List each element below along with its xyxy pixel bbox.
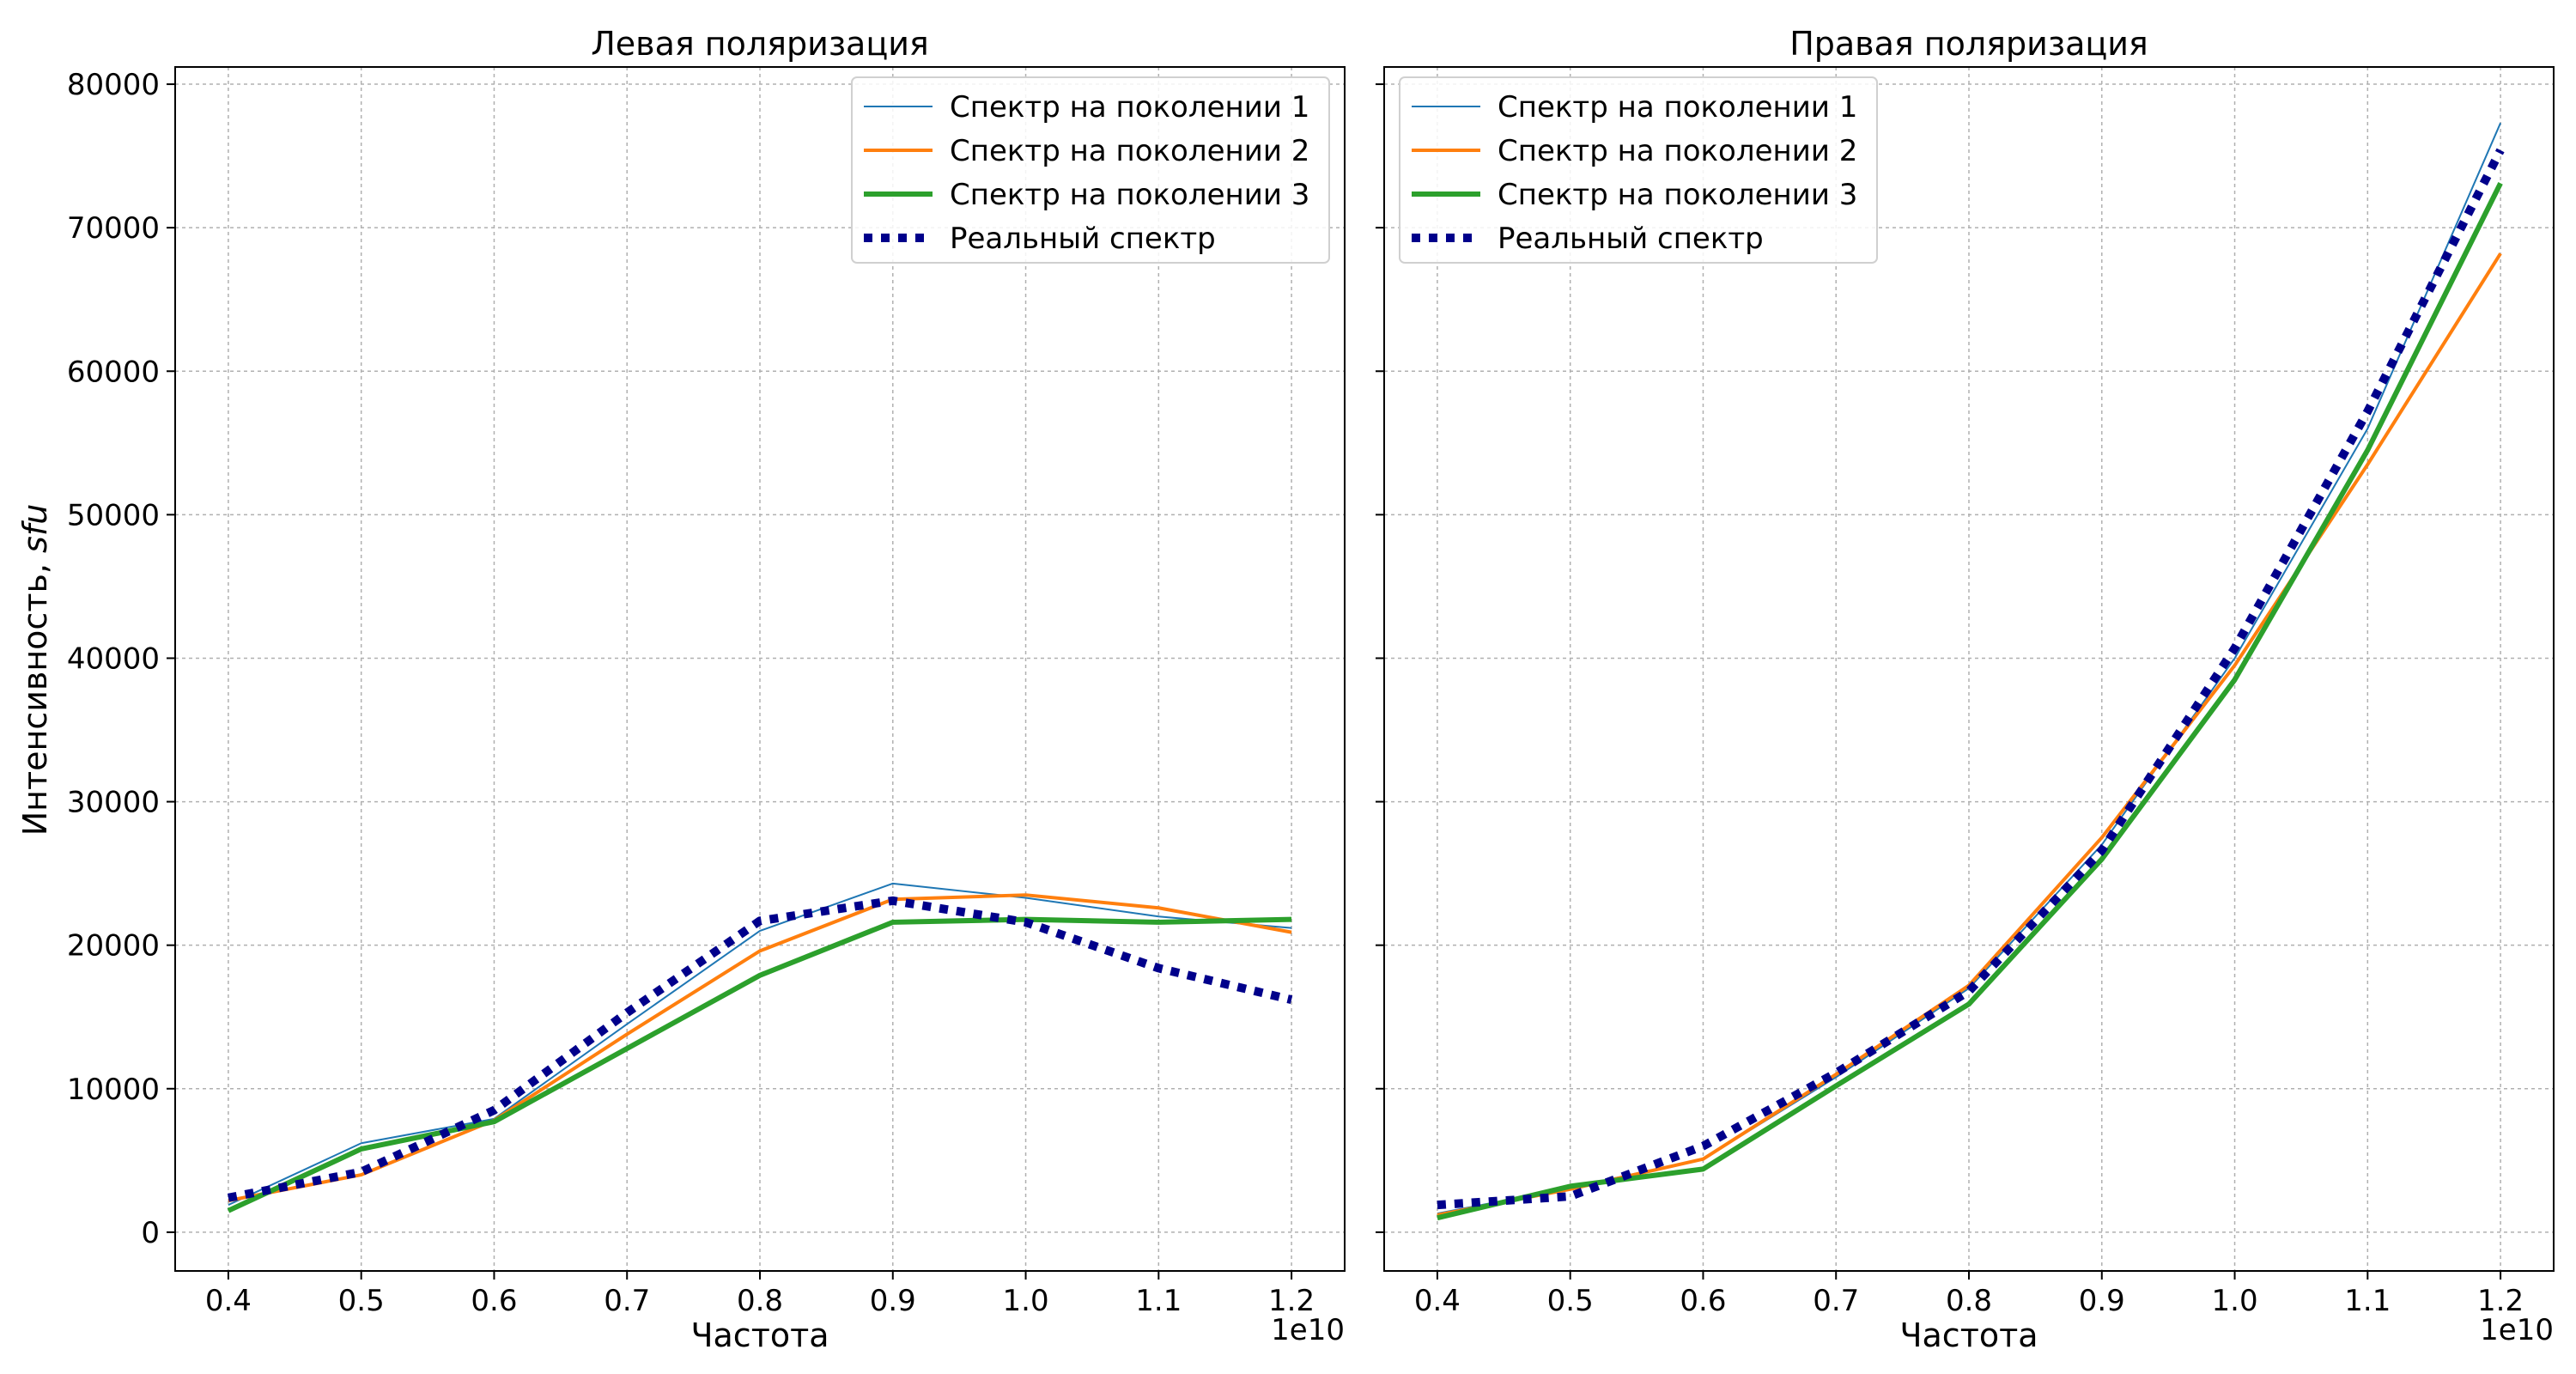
series-group <box>1437 122 2505 1221</box>
x-tick-label: 1.0 <box>1003 1284 1049 1318</box>
legend-label-4: Реальный спектр <box>1498 222 1764 256</box>
y-tick-label: 30000 <box>67 786 160 820</box>
y-axis-label-unit: sfu <box>16 504 54 553</box>
series-group <box>227 882 1293 1213</box>
legend-box <box>851 76 1330 264</box>
x-tick-label: 0.6 <box>1680 1284 1726 1318</box>
x-tick-label: 0.4 <box>205 1284 252 1318</box>
y-tick-label: 50000 <box>67 498 160 532</box>
x-tick-label: 0.9 <box>870 1284 916 1318</box>
x-tick-label: 0.4 <box>1414 1284 1461 1318</box>
y-tick-label: 70000 <box>67 211 160 246</box>
x-ticks: 0.4 0.5 0.6 0.7 0.8 0.9 1.0 1.1 1.2 <box>205 1271 1315 1318</box>
legend-label-4: Реальный спектр <box>950 222 1216 256</box>
legend: Спектр на поколении 1 Спектр на поколении… <box>851 76 1330 264</box>
x-tick-label: 1.1 <box>1135 1284 1182 1318</box>
y-tick-label: 60000 <box>67 355 160 389</box>
x-tick-label: 0.5 <box>1547 1284 1594 1318</box>
y-tick-label: 80000 <box>67 68 160 102</box>
legend-label-1: Спектр на поколении 1 <box>950 90 1309 125</box>
y-ticks <box>1376 83 1384 1233</box>
x-ticks: 0.4 0.5 0.6 0.7 0.8 0.9 1.0 1.1 1.2 <box>1414 1271 2524 1318</box>
x-tick-label: 0.7 <box>604 1284 650 1318</box>
legend-label-3: Спектр на поколении 3 <box>950 178 1309 212</box>
y-ticks: 0 10000 20000 30000 40000 50000 60000 70000 8000… <box>67 68 175 1250</box>
legend-label-2: Спектр на поколении 2 <box>1498 134 1857 168</box>
legend-box <box>1399 76 1878 264</box>
x-tick-label: 1.2 <box>1268 1284 1315 1318</box>
x-tick-label: 0.8 <box>737 1284 783 1318</box>
legend-label-2: Спектр на поколении 2 <box>950 134 1309 168</box>
x-tick-label: 0.9 <box>2079 1284 2125 1318</box>
x-tick-label: 0.8 <box>1946 1284 1992 1318</box>
y-tick-label: 10000 <box>67 1073 160 1107</box>
y-tick-label: 20000 <box>67 929 160 964</box>
x-axis-label: Частота <box>690 1316 829 1354</box>
x-axis-label: Частота <box>1899 1316 2038 1354</box>
x-offset-label: 1e10 <box>2480 1313 2554 1347</box>
left-panel: 0.4 0.5 0.6 0.7 0.8 0.9 1.0 1.1 1.2 0 10000 20000 30… <box>67 25 1346 1354</box>
x-tick-label: 0.6 <box>471 1284 517 1318</box>
svg-text:Интенсивность, sfu: Интенсивность, sfu <box>16 504 54 836</box>
grid <box>175 67 1345 1271</box>
x-tick-label: 1.1 <box>2344 1284 2391 1318</box>
x-tick-label: 1.2 <box>2477 1284 2524 1318</box>
legend-label-1: Спектр на поколении 1 <box>1498 90 1857 125</box>
x-tick-label: 0.5 <box>338 1284 385 1318</box>
y-axis-label: Интенсивность, sfu <box>16 504 54 836</box>
panel-title: Левая поляризация <box>591 25 929 63</box>
x-tick-label: 1.0 <box>2212 1284 2258 1318</box>
y-axis-label-text: Интенсивность, <box>16 553 54 836</box>
x-tick-label: 0.7 <box>1813 1284 1859 1318</box>
y-tick-label: 40000 <box>67 641 160 676</box>
x-offset-label: 1e10 <box>1271 1313 1345 1347</box>
y-tick-label: 0 <box>141 1216 160 1250</box>
legend: Спектр на поколении 1 Спектр на поколении… <box>1399 76 1878 264</box>
panel-title: Правая поляризация <box>1789 25 2148 63</box>
legend-label-3: Спектр на поколении 3 <box>1498 178 1857 212</box>
